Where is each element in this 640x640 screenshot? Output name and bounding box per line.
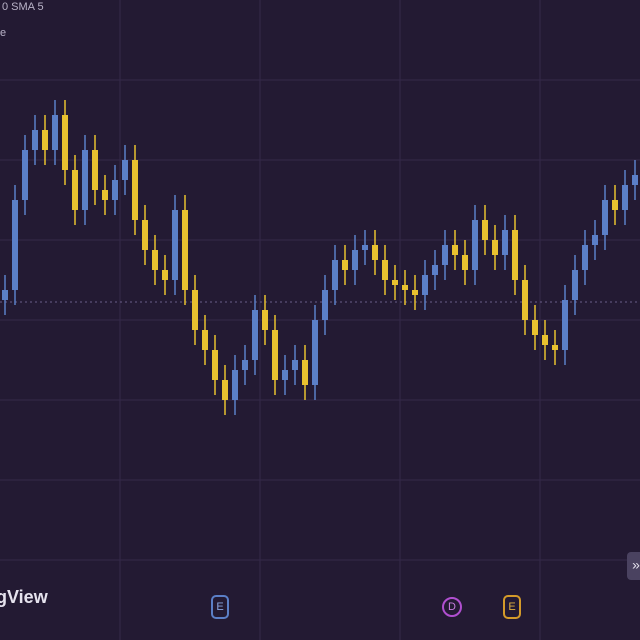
candle-body (482, 220, 488, 240)
candle-body (132, 160, 138, 220)
candle-body (412, 290, 418, 295)
candle-body (82, 150, 88, 210)
candle-body (622, 185, 628, 210)
candle-body (402, 285, 408, 290)
candle-body (122, 160, 128, 180)
candle-body (342, 260, 348, 270)
marker-label: E (508, 601, 515, 613)
candle-body (612, 200, 618, 210)
candle-body (172, 210, 178, 280)
candle-body (372, 245, 378, 260)
candle-body (112, 180, 118, 200)
candle-body (582, 245, 588, 270)
candle-body (252, 310, 258, 360)
candle-body (2, 290, 8, 300)
event-marker[interactable]: E (503, 595, 521, 619)
candle-body (22, 150, 28, 200)
candle-body (392, 280, 398, 285)
marker-label: D (448, 601, 456, 613)
candle-body (512, 230, 518, 280)
candle-body (102, 190, 108, 200)
candle-body (552, 345, 558, 350)
candle-body (232, 370, 238, 400)
brand: gView (0, 587, 49, 607)
candle-body (302, 360, 308, 385)
candle-body (442, 245, 448, 265)
candle-body (202, 330, 208, 350)
candle-body (162, 270, 168, 280)
candle-body (62, 115, 68, 170)
indicator-label: 0 SMA 5 (2, 1, 44, 13)
candle-body (432, 265, 438, 275)
candle-body (592, 235, 598, 245)
candle-body (222, 380, 228, 400)
candle-body (92, 150, 98, 190)
candle-body (532, 320, 538, 335)
candle-body (192, 290, 198, 330)
candle-body (292, 360, 298, 370)
indicator-label: e (0, 27, 6, 39)
candle-body (422, 275, 428, 295)
event-marker[interactable]: E (211, 595, 229, 619)
candle-body (12, 200, 18, 290)
candle-body (212, 350, 218, 380)
candle-body (462, 255, 468, 270)
candle-body (502, 230, 508, 255)
candle-body (522, 280, 528, 320)
candle-body (142, 220, 148, 250)
event-marker[interactable]: D (442, 597, 462, 617)
candles (2, 100, 638, 415)
candle-body (492, 240, 498, 255)
candle-body (42, 130, 48, 150)
candle-body (242, 360, 248, 370)
candle-body (542, 335, 548, 345)
candle-body (52, 115, 58, 150)
candle-body (332, 260, 338, 290)
candle-body (382, 260, 388, 280)
candle-body (362, 245, 368, 250)
candle-body (352, 250, 358, 270)
candle-body (182, 210, 188, 290)
candle-body (312, 320, 318, 385)
expand-label: » (632, 557, 640, 573)
candle-body (72, 170, 78, 210)
candle-body (272, 330, 278, 380)
expand-button[interactable]: » (627, 552, 640, 580)
candle-body (322, 290, 328, 320)
candle-body (632, 175, 638, 185)
candle-body (152, 250, 158, 270)
candle-body (572, 270, 578, 300)
candle-body (562, 300, 568, 350)
candle-body (262, 310, 268, 330)
candle-body (472, 220, 478, 270)
candle-body (32, 130, 38, 150)
marker-label: E (216, 601, 223, 613)
candle-body (452, 245, 458, 255)
candle-body (602, 200, 608, 235)
candle-body (282, 370, 288, 380)
